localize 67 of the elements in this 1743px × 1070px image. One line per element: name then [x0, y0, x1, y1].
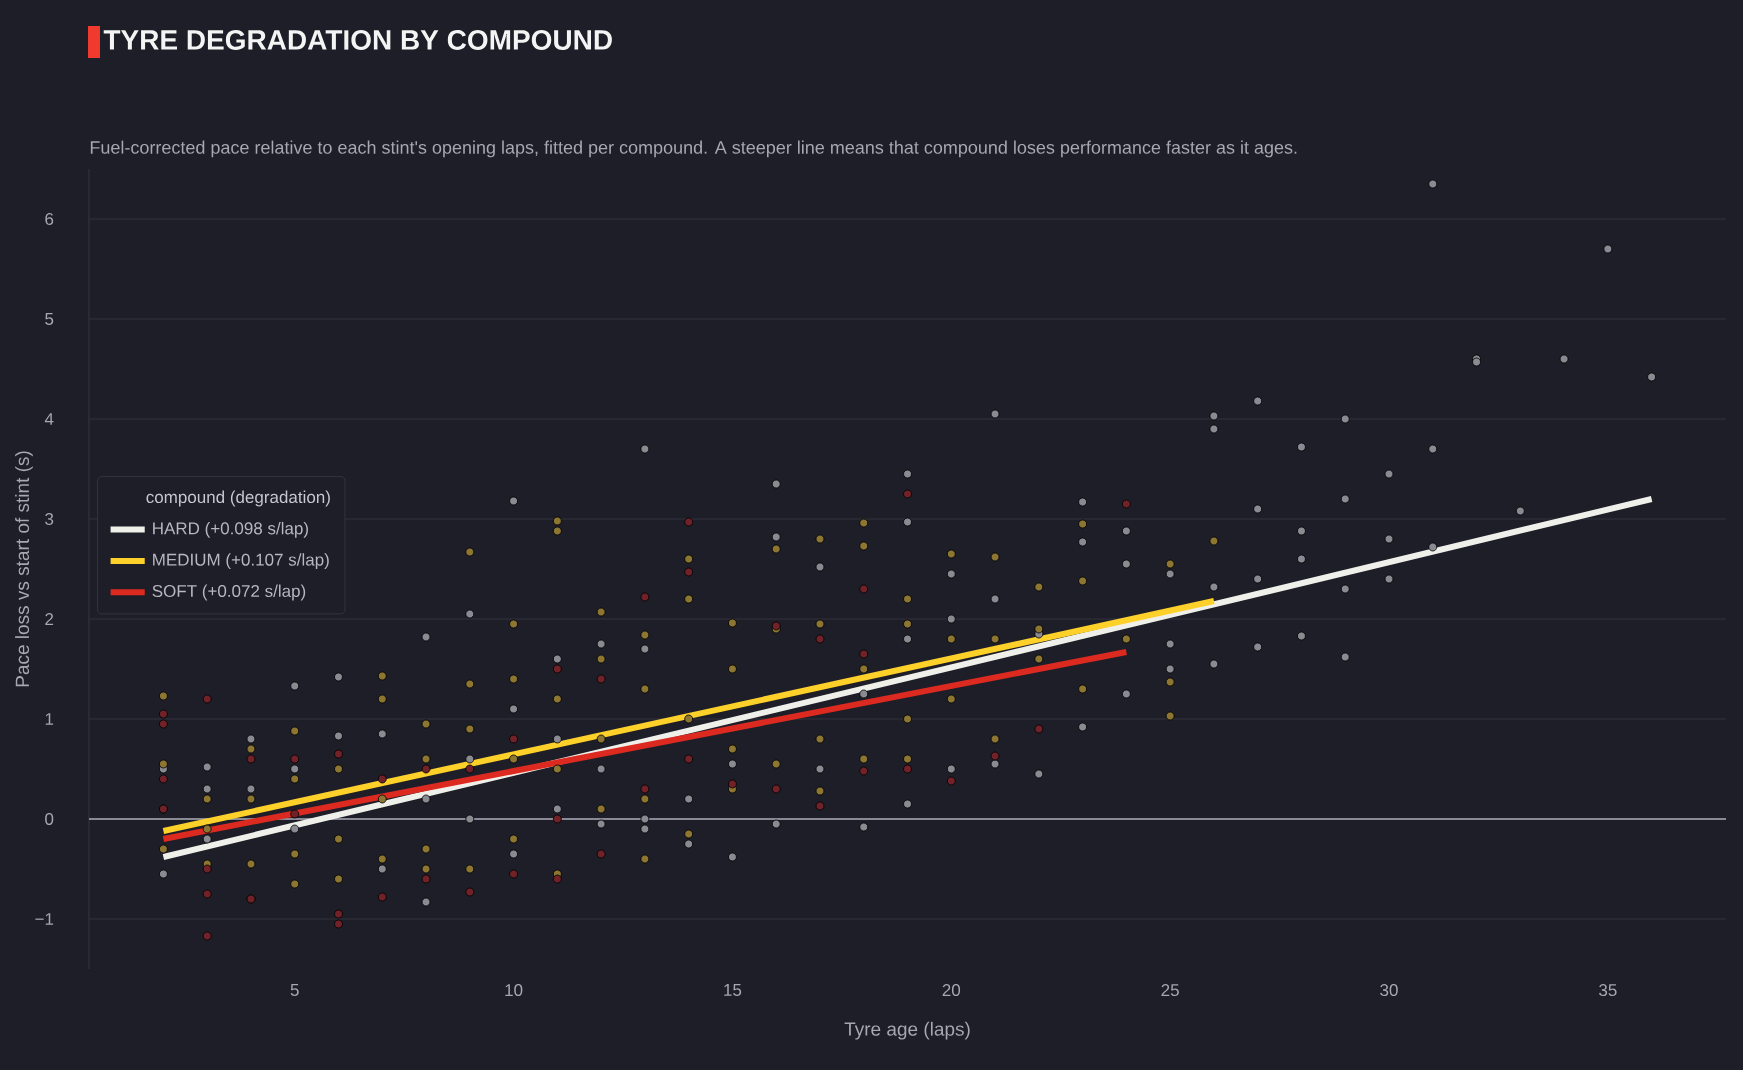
point	[1034, 724, 1044, 734]
point	[202, 694, 212, 704]
x-tick-label: 30	[1380, 984, 1398, 997]
point	[421, 764, 431, 774]
chart-subtitle: Fuel-corrected pace relative to each stint's opening laps, fitted per compound. A steeper line means that compound loses performance faster as it ages.	[90, 140, 1297, 158]
chart-title: TYRE DEGRADATION BY COMPOUND	[103, 30, 612, 50]
point	[596, 674, 606, 684]
point	[465, 887, 475, 897]
point	[903, 764, 912, 774]
point	[684, 567, 694, 577]
y-tick-label: 5	[45, 313, 54, 325]
point	[159, 719, 168, 729]
x-tick-label: 25	[1161, 984, 1179, 997]
point	[1121, 499, 1131, 509]
point	[465, 764, 475, 774]
point	[202, 864, 212, 874]
x-tick-label: 20	[942, 984, 961, 997]
point	[421, 874, 431, 884]
point	[684, 517, 694, 527]
x-tick-label: 10	[505, 984, 523, 997]
point	[684, 754, 694, 764]
point	[859, 649, 869, 659]
y-axis-title: Pace loss vs start of stint (s)	[15, 451, 33, 687]
y-tick-label: 3	[45, 512, 54, 525]
point	[815, 634, 825, 644]
point	[334, 749, 343, 759]
x-tick-label: 35	[1599, 984, 1617, 997]
point	[290, 809, 300, 819]
point	[815, 801, 825, 811]
x-tick-label: 15	[724, 984, 742, 996]
point	[728, 779, 737, 789]
y-tick-label: −1	[35, 913, 54, 925]
point	[290, 754, 300, 764]
point	[202, 931, 212, 941]
point	[509, 869, 518, 879]
point	[202, 889, 212, 899]
point	[552, 874, 562, 884]
x-axis-title: Tyre age (laps)	[844, 1021, 970, 1040]
point	[596, 849, 606, 859]
y-tick-label: 6	[45, 212, 54, 225]
point	[334, 909, 343, 919]
point	[159, 774, 168, 784]
legend-label: HARD (+0.098 s/lap)	[153, 521, 308, 538]
point	[246, 754, 256, 764]
point	[859, 766, 869, 776]
y-tick-label: 2	[45, 613, 54, 625]
point	[771, 784, 781, 794]
point	[552, 664, 562, 674]
y-tick-label: 1	[45, 713, 54, 725]
legend-label: MEDIUM (+0.107 s/lap)	[153, 553, 329, 570]
point	[377, 892, 387, 902]
point	[859, 584, 869, 594]
point	[946, 776, 956, 786]
legend-title: compound (degradation)	[146, 490, 330, 507]
point	[334, 919, 343, 929]
x-tick-label: 5	[290, 984, 299, 996]
y-tick-label: 0	[45, 812, 54, 825]
point	[159, 709, 168, 719]
legend-label: SOFT (+0.072 s/lap)	[152, 584, 306, 601]
point	[903, 489, 912, 499]
y-tick-label: 4	[44, 413, 54, 425]
point	[640, 592, 650, 602]
point	[990, 751, 1000, 761]
point	[552, 814, 562, 824]
point	[377, 774, 387, 784]
point	[640, 784, 650, 794]
point	[509, 734, 518, 744]
